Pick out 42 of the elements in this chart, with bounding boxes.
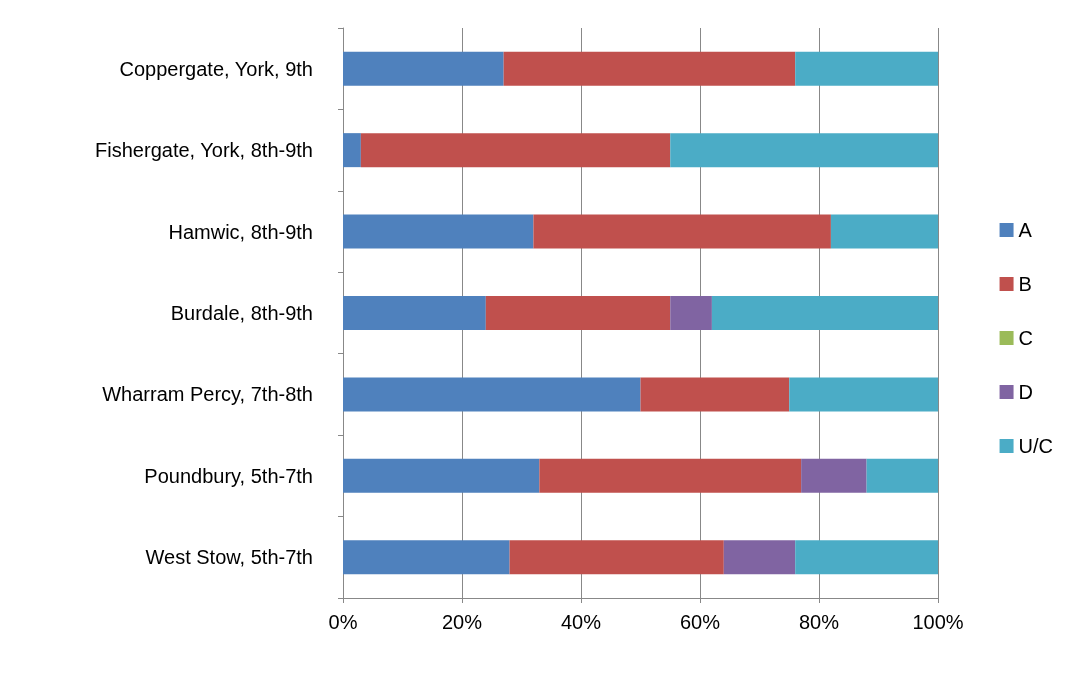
- bar: [640, 377, 790, 412]
- bar: [503, 51, 796, 86]
- bar: [533, 214, 831, 249]
- bar: [343, 377, 641, 412]
- y-tick-label: Hamwic, 8th-9th: [168, 220, 313, 243]
- bar: [723, 540, 796, 575]
- x-tick-label: 40%: [560, 611, 602, 633]
- bar: [670, 133, 938, 168]
- y-tick-label: West Stow, 5th-7th: [145, 546, 313, 569]
- legend-label: U/C: [1018, 435, 1054, 457]
- y-tick-label: Fishergate, York, 8th-9th: [95, 139, 313, 162]
- bar: [830, 214, 938, 249]
- bar: [711, 296, 938, 330]
- bar: [343, 214, 534, 249]
- y-tick-label: Wharram Percy, 7th-8th: [102, 383, 313, 406]
- bar: [866, 458, 938, 493]
- bar: [539, 458, 802, 493]
- y-tick-label: Poundbury, 5th-7th: [144, 464, 313, 487]
- bar: [343, 458, 540, 493]
- bar: [670, 296, 712, 330]
- bar: [360, 133, 671, 168]
- y-tick-label: Burdale, 8th-9th: [170, 302, 313, 324]
- bar: [343, 133, 361, 168]
- x-tick-label: 60%: [679, 611, 721, 633]
- y-tick-label: Coppergate, York, 9th: [119, 57, 313, 80]
- legend-label: B: [1018, 273, 1032, 295]
- legend-label: C: [1018, 327, 1034, 349]
- x-tick-label: 100%: [912, 611, 964, 633]
- x-tick-label: 20%: [441, 611, 483, 633]
- x-tick-label: 80%: [798, 611, 840, 633]
- bar: [795, 540, 938, 575]
- bar: [343, 540, 510, 575]
- legend-label: D: [1018, 381, 1034, 403]
- bar: [485, 296, 671, 330]
- bar: [343, 51, 504, 86]
- bar: [343, 296, 486, 330]
- bar: [789, 377, 938, 412]
- bar: [801, 458, 867, 493]
- bar: [795, 51, 938, 86]
- legend-label: A: [1018, 219, 1033, 241]
- x-tick-label: 0%: [328, 611, 358, 633]
- bar: [509, 540, 724, 575]
